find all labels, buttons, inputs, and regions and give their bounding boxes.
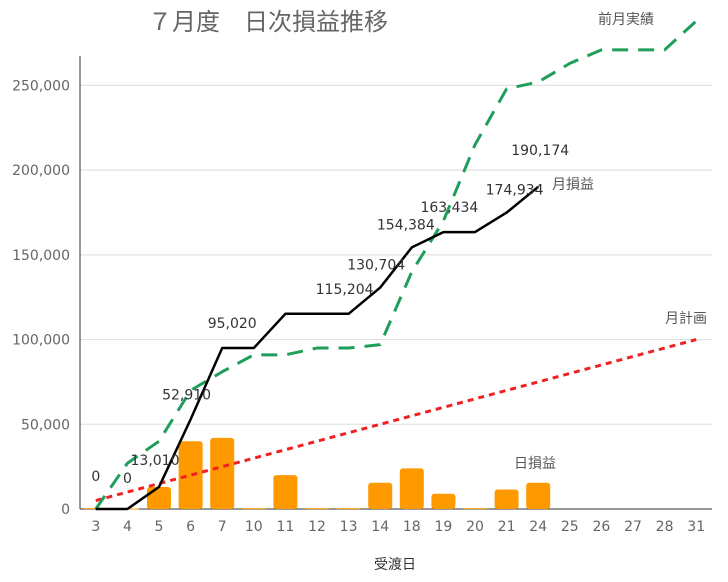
bar [368, 482, 393, 509]
x-tick-label: 11 [276, 519, 294, 535]
bar [241, 508, 266, 510]
x-tick-label: 4 [123, 519, 132, 535]
x-tick-label: 21 [498, 519, 516, 535]
y-axis: 0 50,000 100,000 150,000 200,000 250,000 [12, 78, 70, 518]
x-tick-label: 31 [687, 519, 705, 535]
data-label: 13,010 [131, 453, 180, 469]
y-tick-label: 50,000 [21, 417, 70, 433]
data-label: 174,934 [486, 183, 544, 199]
series-line [94, 19, 698, 510]
data-label: 0 [91, 469, 100, 485]
data-label: 52,910 [162, 387, 211, 403]
x-tick-label: 18 [403, 519, 421, 535]
y-tick-label: 100,000 [12, 333, 70, 349]
bar [526, 482, 551, 509]
x-tick-label: 10 [245, 519, 263, 535]
bar [147, 486, 171, 509]
bar [273, 475, 298, 509]
y-tick-label: 250,000 [12, 78, 70, 94]
chart-title: ７月度 日次損益推移 [148, 8, 388, 36]
bar [431, 493, 456, 509]
x-tick-label: 13 [340, 519, 358, 535]
series-label: 月計画 [665, 311, 707, 327]
bar [494, 489, 519, 509]
series-line [95, 185, 539, 511]
y-tick-label: 0 [61, 502, 70, 518]
data-label: 163,434 [420, 200, 478, 216]
series-label: 日損益 [514, 456, 556, 472]
x-tick-label: 14 [371, 519, 389, 535]
x-tick-label: 19 [434, 519, 452, 535]
x-tick-label: 5 [155, 519, 164, 535]
data-label: 95,020 [208, 316, 257, 332]
x-axis: 3 4 5 6 7 10 11 12 13 14 18 19 20 21 24 25 26 27 28 31 [91, 519, 705, 535]
bar [399, 468, 424, 509]
data-label: 154,384 [377, 217, 435, 233]
gridlines [79, 56, 712, 510]
x-tick-label: 27 [624, 519, 642, 535]
series-label: 月損益 [552, 177, 594, 193]
bar [210, 437, 235, 509]
y-tick-label: 200,000 [12, 163, 70, 179]
data-label: 0 [123, 471, 132, 487]
series-lines [94, 19, 698, 511]
x-tick-label: 24 [529, 519, 547, 535]
bar [336, 508, 361, 510]
x-tick-label: 6 [186, 519, 195, 535]
x-tick-label: 3 [91, 519, 100, 535]
data-label: 130,704 [347, 258, 405, 274]
x-tick-label: 7 [218, 519, 227, 535]
x-tick-label: 12 [308, 519, 326, 535]
y-tick-label: 150,000 [12, 248, 70, 264]
bar [463, 508, 487, 510]
daily-pnl-bars [83, 437, 551, 510]
x-tick-label: 28 [656, 519, 674, 535]
x-axis-title: 受渡日 [374, 557, 416, 573]
bar [305, 508, 329, 510]
series-label: 前月実績 [598, 11, 654, 28]
bar [178, 441, 203, 509]
x-tick-label: 20 [466, 519, 484, 535]
x-tick-label: 26 [592, 519, 610, 535]
data-label: 190,174 [511, 143, 569, 159]
data-labels: 0 0 13,010 52,910 95,020 115,204 130,704 154,38… [91, 143, 569, 487]
x-tick-label: 25 [561, 519, 579, 535]
data-label: 115,204 [316, 282, 374, 298]
series-line [95, 338, 697, 502]
